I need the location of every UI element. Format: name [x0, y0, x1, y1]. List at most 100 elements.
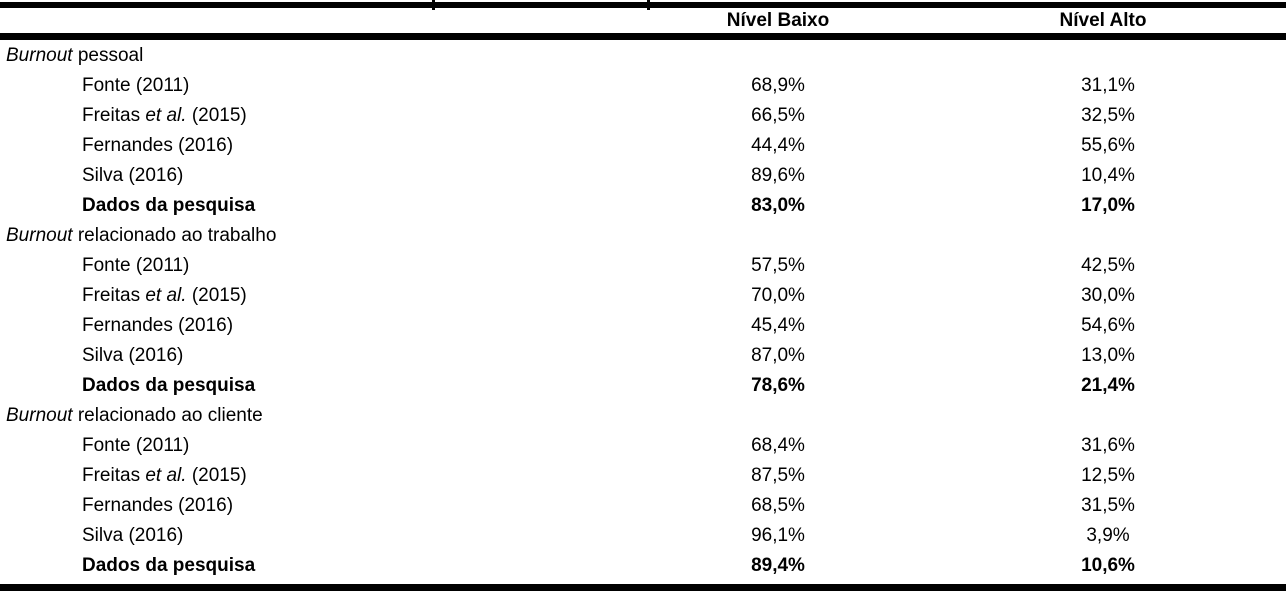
value-alto: 3,9%	[1086, 525, 1130, 546]
table-row-survey-data: Dados da pesquisa 78,6% 21,4%	[0, 371, 1286, 401]
table-row: Fonte (2011) 57,5% 42,5%	[0, 251, 1286, 281]
label-post: (2015)	[186, 285, 247, 306]
study-label: Fernandes (2016)	[0, 491, 636, 521]
section-title-rest: relacionado ao cliente	[72, 405, 263, 426]
label-text: Fonte (2011)	[82, 75, 190, 96]
section-title-italic: Burnout	[6, 45, 73, 66]
table-row: Fernandes (2016) 45,4% 54,6%	[0, 311, 1286, 341]
label-text: Dados da pesquisa	[82, 375, 256, 396]
study-label: Dados da pesquisa	[0, 371, 636, 401]
label-italic: et al.	[145, 285, 187, 306]
section-title: Burnout relacionado ao cliente	[0, 401, 636, 431]
table-row: Freitas et al. (2015) 87,5% 12,5%	[0, 461, 1286, 491]
value-baixo: 44,4%	[751, 135, 805, 156]
label-text: Fernandes (2016)	[82, 315, 234, 336]
study-label: Fonte (2011)	[0, 71, 636, 101]
study-label: Fernandes (2016)	[0, 131, 636, 161]
label-text: Fernandes (2016)	[82, 135, 234, 156]
table-bottom-rule	[0, 584, 1286, 591]
table-row: Fonte (2011) 68,4% 31,6%	[0, 431, 1286, 461]
header-nivel-alto: Nível Alto	[1059, 9, 1147, 31]
label-post: (2015)	[186, 465, 247, 486]
table-row: Freitas et al. (2015) 66,5% 32,5%	[0, 101, 1286, 131]
label-italic: et al.	[145, 465, 187, 486]
study-label: Silva (2016)	[0, 341, 636, 371]
label-text: Freitas	[82, 285, 146, 306]
value-baixo: 68,5%	[751, 495, 805, 516]
value-baixo: 45,4%	[751, 315, 805, 336]
value-baixo: 87,5%	[751, 465, 805, 486]
value-alto: 31,6%	[1081, 435, 1135, 456]
table-row: Freitas et al. (2015) 70,0% 30,0%	[0, 281, 1286, 311]
study-label: Fernandes (2016)	[0, 311, 636, 341]
label-text: Fernandes (2016)	[82, 495, 234, 516]
label-text: Fonte (2011)	[82, 255, 190, 276]
table-row-survey-data: Dados da pesquisa 89,4% 10,6%	[0, 551, 1286, 581]
section-title-italic: Burnout	[6, 405, 73, 426]
study-label: Fonte (2011)	[0, 251, 636, 281]
value-alto: 55,6%	[1081, 135, 1135, 156]
label-text: Freitas	[82, 105, 146, 126]
label-text: Freitas	[82, 465, 146, 486]
table-top-rule	[0, 2, 1286, 8]
label-post: (2015)	[186, 105, 247, 126]
value-baixo: 70,0%	[751, 285, 805, 306]
value-alto: 31,5%	[1081, 495, 1135, 516]
value-alto: 54,6%	[1081, 315, 1135, 336]
section-title-rest: relacionado ao trabalho	[72, 225, 277, 246]
table-row: Fernandes (2016) 44,4% 55,6%	[0, 131, 1286, 161]
label-text: Dados da pesquisa	[82, 555, 256, 576]
value-baixo: 89,4%	[751, 555, 805, 576]
label-text: Fonte (2011)	[82, 435, 190, 456]
table-row-survey-data: Dados da pesquisa 83,0% 17,0%	[0, 191, 1286, 221]
value-alto: 10,6%	[1081, 555, 1135, 576]
table-row: Silva (2016) 89,6% 10,4%	[0, 161, 1286, 191]
value-baixo: 89,6%	[751, 165, 805, 186]
value-alto: 32,5%	[1081, 105, 1135, 126]
value-baixo: 68,4%	[751, 435, 805, 456]
section-title: Burnout pessoal	[0, 41, 636, 71]
table-row: Fernandes (2016) 68,5% 31,5%	[0, 491, 1286, 521]
value-baixo: 78,6%	[751, 375, 805, 396]
value-baixo: 68,9%	[751, 75, 805, 96]
label-text: Silva (2016)	[82, 525, 184, 546]
table-row: Silva (2016) 87,0% 13,0%	[0, 341, 1286, 371]
value-alto: 10,4%	[1081, 165, 1135, 186]
value-alto: 42,5%	[1081, 255, 1135, 276]
value-alto: 30,0%	[1081, 285, 1135, 306]
label-italic: et al.	[145, 105, 187, 126]
section-title-row: Burnout pessoal	[0, 41, 1286, 71]
study-label: Dados da pesquisa	[0, 191, 636, 221]
table-row: Fonte (2011) 68,9% 31,1%	[0, 71, 1286, 101]
study-label: Freitas et al. (2015)	[0, 461, 636, 491]
label-text: Silva (2016)	[82, 345, 184, 366]
value-baixo: 87,0%	[751, 345, 805, 366]
section-title: Burnout relacionado ao trabalho	[0, 221, 636, 251]
section-title-italic: Burnout	[6, 225, 73, 246]
table-row: Silva (2016) 96,1% 3,9%	[0, 521, 1286, 551]
value-alto: 13,0%	[1081, 345, 1135, 366]
study-label: Fonte (2011)	[0, 431, 636, 461]
label-text: Dados da pesquisa	[82, 195, 256, 216]
value-alto: 21,4%	[1081, 375, 1135, 396]
value-baixo: 83,0%	[751, 195, 805, 216]
section-title-rest: pessoal	[72, 45, 144, 66]
study-label: Freitas et al. (2015)	[0, 101, 636, 131]
value-alto: 12,5%	[1081, 465, 1135, 486]
label-text: Silva (2016)	[82, 165, 184, 186]
section-title-row: Burnout relacionado ao trabalho	[0, 221, 1286, 251]
table-header-rule	[0, 33, 1286, 40]
study-label: Dados da pesquisa	[0, 551, 636, 581]
value-alto: 31,1%	[1081, 75, 1135, 96]
table-header-row: Nível Baixo Nível Alto	[0, 8, 1286, 33]
value-baixo: 66,5%	[751, 105, 805, 126]
value-alto: 17,0%	[1081, 195, 1135, 216]
study-label: Freitas et al. (2015)	[0, 281, 636, 311]
value-baixo: 57,5%	[751, 255, 805, 276]
header-nivel-baixo: Nível Baixo	[726, 9, 830, 31]
study-label: Silva (2016)	[0, 161, 636, 191]
study-label: Silva (2016)	[0, 521, 636, 551]
table-body: Burnout pessoal Fonte (2011) 68,9% 31,1%…	[0, 41, 1286, 581]
section-title-row: Burnout relacionado ao cliente	[0, 401, 1286, 431]
